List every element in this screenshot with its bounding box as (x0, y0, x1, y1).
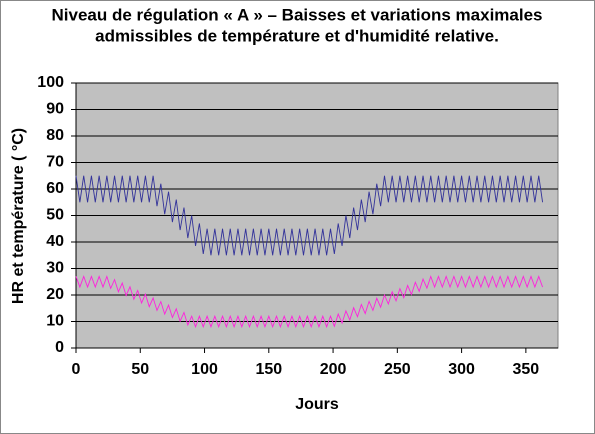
y-tick-label: 100 (37, 74, 64, 91)
y-tick-label: 10 (46, 313, 64, 330)
chart-title: Niveau de régulation « A » – Baisses et … (51, 5, 542, 24)
y-tick-label: 70 (46, 154, 64, 171)
x-tick-label: 200 (320, 361, 347, 378)
x-axis-label: Jours (295, 396, 339, 413)
y-tick-label: 60 (46, 180, 64, 197)
y-tick-label: 20 (46, 286, 64, 303)
x-tick-label: 350 (513, 361, 540, 378)
y-tick-label: 90 (46, 101, 64, 118)
data-line (75, 175, 544, 256)
chart-title: admissibles de température et d'humidité… (95, 26, 499, 45)
y-tick-label: 80 (46, 127, 64, 144)
y-axis-label: HR et température ( °C) (10, 128, 27, 304)
y-tick-label: 30 (46, 260, 64, 277)
x-tick-label: 300 (448, 361, 475, 378)
x-tick-label: 250 (384, 361, 411, 378)
data-line (75, 275, 544, 329)
y-tick-label: 0 (55, 339, 64, 356)
x-tick-label: 50 (131, 361, 149, 378)
x-tick-label: 150 (255, 361, 282, 378)
y-tick-label: 40 (46, 233, 64, 250)
y-tick-label: 50 (46, 207, 64, 224)
x-tick-label: 100 (191, 361, 218, 378)
x-tick-label: 0 (72, 361, 81, 378)
